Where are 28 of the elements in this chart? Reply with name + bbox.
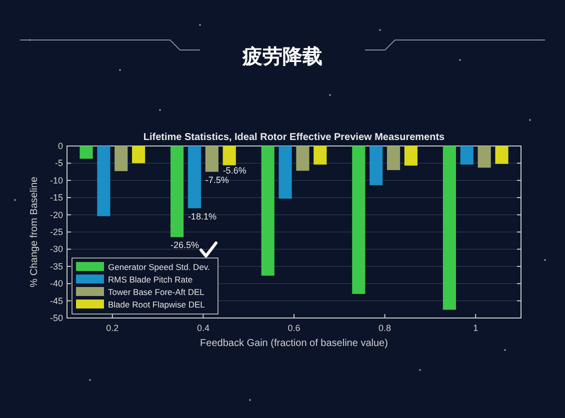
chart-title: 疲劳降载 bbox=[242, 44, 322, 68]
y-tick-label: -10 bbox=[50, 175, 63, 186]
legend-label: Generator Speed Std. Dev. bbox=[108, 262, 210, 272]
x-tick-label: 0.4 bbox=[196, 323, 210, 333]
x-tick-label: 0.8 bbox=[378, 323, 392, 333]
y-tick-label: -50 bbox=[50, 313, 63, 323]
x-tick-label: 0.6 bbox=[288, 323, 300, 333]
y-tick-label: -45 bbox=[50, 296, 63, 306]
data-label: -7.5% bbox=[205, 174, 229, 185]
y-axis-title: % Change from Baseline bbox=[29, 176, 40, 288]
y-tick-label: -25 bbox=[50, 227, 63, 237]
legend-label: RMS Blade Pitch Rate bbox=[108, 274, 193, 284]
y-tick-label: -20 bbox=[50, 210, 63, 220]
y-tick-label: 0 bbox=[58, 141, 63, 151]
y-tick-label: -5 bbox=[54, 158, 63, 168]
data-label: -18.1% bbox=[188, 211, 216, 222]
data-label: -26.5% bbox=[170, 240, 200, 250]
x-tick-label: 0.2 bbox=[106, 323, 119, 333]
y-tick-label: -40 bbox=[50, 278, 63, 289]
y-tick-label: -15 bbox=[50, 192, 63, 203]
y-tick-label: -35 bbox=[50, 261, 63, 272]
x-axis-title: Feedback Gain (fraction of baseline value) bbox=[200, 338, 388, 349]
legend-label: Blade Root Flapwise DEL bbox=[108, 300, 206, 310]
y-tick-label: -30 bbox=[50, 244, 63, 254]
legend-label: Tower Base Fore-Aft DEL bbox=[108, 287, 205, 297]
x-tick-label: 1 bbox=[473, 323, 478, 333]
chart-subtitle: Lifetime Statistics, Ideal Rotor Effective Preview Measurements bbox=[143, 132, 446, 143]
data-label: -5.6% bbox=[222, 165, 246, 176]
